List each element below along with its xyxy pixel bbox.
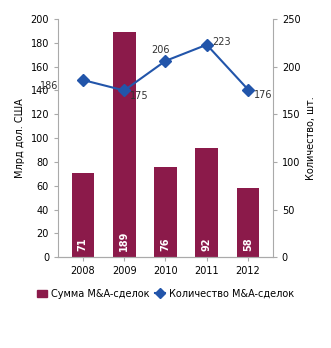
Text: 186: 186 [39,80,58,90]
Y-axis label: Млрд дол. США: Млрд дол. США [15,98,25,178]
Text: 76: 76 [161,238,170,251]
Text: 223: 223 [212,37,231,47]
Y-axis label: Количество, шт.: Количество, шт. [306,96,316,180]
Text: 175: 175 [130,91,148,101]
Bar [113,32,135,257]
Text: 71: 71 [78,238,88,251]
Bar [237,188,260,257]
Text: 206: 206 [152,45,170,55]
Bar [154,167,177,257]
Legend: Сумма M&A-сделок, Количество M&A-сделок: Сумма M&A-сделок, Количество M&A-сделок [33,285,298,302]
Text: 92: 92 [202,238,212,251]
Text: 176: 176 [254,90,272,100]
Bar [71,173,94,257]
Bar [195,148,218,257]
Text: 58: 58 [243,238,253,251]
Text: 189: 189 [119,231,129,251]
